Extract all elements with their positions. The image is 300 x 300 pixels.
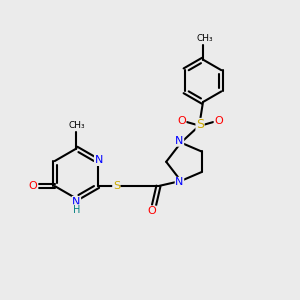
Text: S: S [113, 181, 120, 191]
Text: S: S [196, 118, 204, 131]
Text: O: O [29, 181, 38, 191]
Text: CH₃: CH₃ [196, 34, 213, 43]
Text: N: N [175, 136, 184, 146]
Text: O: O [214, 116, 223, 126]
Text: O: O [177, 116, 186, 126]
Text: N: N [72, 196, 81, 206]
Text: CH₃: CH₃ [68, 121, 85, 130]
Text: O: O [148, 206, 156, 216]
Text: N: N [94, 155, 103, 166]
Text: H: H [73, 205, 80, 215]
Text: N: N [175, 177, 184, 188]
